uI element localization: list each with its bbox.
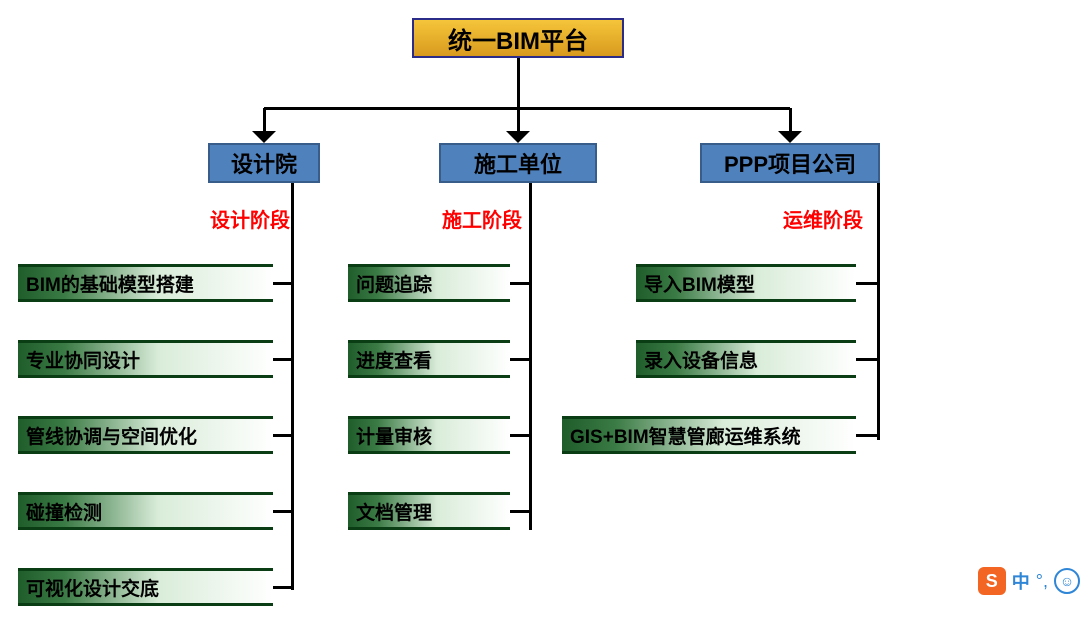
ime-mode-label: 中 <box>1012 568 1030 594</box>
item-design-0: BIM的基础模型搭建 <box>18 264 273 302</box>
item-ppp-2: GIS+BIM智慧管廊运维系统 <box>562 416 856 454</box>
item-construct-0: 问题追踪 <box>348 264 510 302</box>
item-ppp-1: 录入设备信息 <box>636 340 856 378</box>
item-construct-2: 计量审核 <box>348 416 510 454</box>
sogou-logo-icon: S <box>978 567 1006 595</box>
item-design-2: 管线协调与空间优化 <box>18 416 273 454</box>
root-node: 统一BIM平台 <box>412 18 624 58</box>
item-design-3: 碰撞检测 <box>18 492 273 530</box>
phase-label-design: 设计阶段 <box>210 204 290 233</box>
branch-node-construct: 施工单位 <box>439 143 597 183</box>
branch-node-ppp: PPP项目公司 <box>700 143 880 183</box>
phase-label-ppp: 运维阶段 <box>783 204 863 233</box>
ime-toolbar: S 中 °, ☺ <box>978 567 1080 595</box>
branch-node-design: 设计院 <box>208 143 320 183</box>
root-label: 统一BIM平台 <box>448 21 588 56</box>
phase-label-construct: 施工阶段 <box>442 204 522 233</box>
item-ppp-0: 导入BIM模型 <box>636 264 856 302</box>
item-construct-3: 文档管理 <box>348 492 510 530</box>
item-design-1: 专业协同设计 <box>18 340 273 378</box>
item-construct-1: 进度查看 <box>348 340 510 378</box>
ime-emoji-icon: ☺ <box>1054 568 1080 594</box>
ime-punct-label: °, <box>1036 571 1048 592</box>
item-design-4: 可视化设计交底 <box>18 568 273 606</box>
